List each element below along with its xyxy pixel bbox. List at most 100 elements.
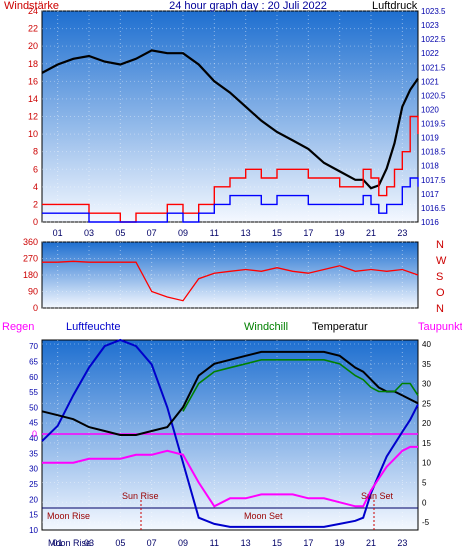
wind-gust-line <box>42 177 419 223</box>
x-tick-label: 05 <box>115 228 125 238</box>
x-tick-label: 07 <box>147 538 157 548</box>
x-tick-label: 07 <box>147 228 157 238</box>
humidity-tick-label: 20 <box>29 495 38 504</box>
x-tick-label: 03 <box>84 538 94 548</box>
y-left-tick-label: 20 <box>28 41 38 51</box>
y-right-tick-label: 1021.5 <box>421 63 446 72</box>
y-right-tick-label: 1019.5 <box>421 120 446 129</box>
sunrise-label: Sun Rise <box>122 491 159 501</box>
y-right-tick-label: 1016.5 <box>421 204 446 213</box>
y-left-tick-label: 0 <box>33 217 38 227</box>
y-left-tick-label: 22 <box>28 24 38 34</box>
x-tick-label: 19 <box>335 228 345 238</box>
x-tick-label: 05 <box>115 538 125 548</box>
y-left-tick-label: 10 <box>28 129 38 139</box>
y-right-tick-label: 1022 <box>421 49 439 58</box>
dewpoint-line <box>42 445 418 508</box>
y-right-tick-label: 1020.5 <box>421 91 446 100</box>
humidity-line <box>41 338 419 528</box>
y-left-tick-label: 14 <box>28 94 38 104</box>
x-tick-label: 09 <box>178 228 188 238</box>
x-tick-label: 19 <box>335 538 345 548</box>
x-tick-label: 13 <box>241 228 251 238</box>
rain-zero-label: 0 <box>32 429 37 439</box>
temperature-tick-label: 35 <box>422 360 431 369</box>
x-tick-label: 21 <box>366 228 376 238</box>
y-right-tick-label: 1018 <box>421 162 439 171</box>
x-tick-label: 01 <box>53 228 63 238</box>
y-right-tick-label: 1023.5 <box>421 7 446 16</box>
humidity-tick-label: 35 <box>29 449 38 458</box>
temperature-tick-label: 5 <box>422 479 427 488</box>
x-tick-label: 23 <box>397 538 407 548</box>
y-right-tick-label: 1018.5 <box>421 148 446 157</box>
x-tick-label: 03 <box>84 228 94 238</box>
y-right-tick-label: 1023 <box>421 21 439 30</box>
x-tick-label: 15 <box>272 228 282 238</box>
legend-rain: Regen <box>2 321 34 333</box>
wind-speed-line <box>42 115 419 223</box>
x-tick-label: 23 <box>397 228 407 238</box>
direction-tick-label: 360 <box>23 237 38 247</box>
humidity-tick-label: 50 <box>29 403 38 412</box>
y-right-tick-label: 1022.5 <box>421 35 446 44</box>
x-tick-label: 09 <box>178 538 188 548</box>
legend-humidity: Luftfeuchte <box>66 321 120 333</box>
y-left-tick-label: 16 <box>28 76 38 86</box>
y-right-tick-label: 1020 <box>421 105 439 114</box>
temperature-tick-label: 30 <box>422 380 431 389</box>
y-left-tick-label: 8 <box>33 147 38 157</box>
y-left-tick-label: 24 <box>28 6 38 16</box>
y-left-tick-label: 6 <box>33 164 38 174</box>
windchill-line <box>182 358 419 412</box>
legend-temperature: Temperatur <box>312 321 368 333</box>
humidity-tick-label: 10 <box>29 526 38 535</box>
humidity-tick-label: 15 <box>29 511 38 520</box>
x-tick-label: 11 <box>210 538 219 548</box>
humidity-tick-label: 40 <box>29 434 38 443</box>
direction-tick-label: 180 <box>23 270 38 280</box>
y-left-tick-label: 12 <box>28 112 38 122</box>
temperature-tick-label: 10 <box>422 459 431 468</box>
chart-title: 24 hour graph day : 20 Juli 2022 <box>169 0 327 12</box>
y-right-tick-label: 1019 <box>421 134 439 143</box>
humidity-tick-label: 25 <box>29 480 38 489</box>
direction-label-n-bottom: N <box>436 303 444 315</box>
sunset-label: Sun Set <box>361 491 394 501</box>
moonrise-axis-label: Moon Rise <box>48 538 91 548</box>
direction-panel-background <box>41 241 419 309</box>
y-right-tick-label: 1016 <box>421 218 439 227</box>
climate-panel-background <box>41 339 419 531</box>
series-layer <box>41 49 419 528</box>
y-right-tick-label: 1017 <box>421 190 439 199</box>
temperature-tick-label: 15 <box>422 439 431 448</box>
moonrise-label: Moon Rise <box>47 511 90 521</box>
temperature-tick-label: 40 <box>422 340 431 349</box>
y-left-tick-label: 18 <box>28 59 38 69</box>
x-tick-label: 17 <box>303 538 313 548</box>
moonset-label: Moon Set <box>244 511 283 521</box>
humidity-tick-label: 30 <box>29 465 38 474</box>
humidity-tick-label: 65 <box>29 357 38 366</box>
temperature-tick-label: -5 <box>422 518 430 527</box>
humidity-tick-label: 45 <box>29 419 38 428</box>
humidity-tick-label: 55 <box>29 388 38 397</box>
temperature-tick-label: 20 <box>422 419 431 428</box>
legend-dewpoint: Taupunkt <box>418 321 462 333</box>
x-tick-label: 17 <box>303 228 313 238</box>
direction-tick-label: 0 <box>33 303 38 313</box>
x-tick-label: 11 <box>210 228 219 238</box>
humidity-tick-label: 70 <box>29 342 38 351</box>
wind-direction-line <box>42 260 419 302</box>
direction-label-s: S <box>436 271 443 283</box>
direction-label-w: W <box>436 255 447 267</box>
temperature-line <box>41 350 419 436</box>
humidity-tick-label: 60 <box>29 373 38 382</box>
pressure-axis-title: Luftdruck <box>372 0 418 12</box>
direction-tick-label: 90 <box>28 287 38 297</box>
direction-label-n-top: N <box>436 239 444 251</box>
pressure-line <box>41 49 419 190</box>
direction-label-o: O <box>436 287 445 299</box>
